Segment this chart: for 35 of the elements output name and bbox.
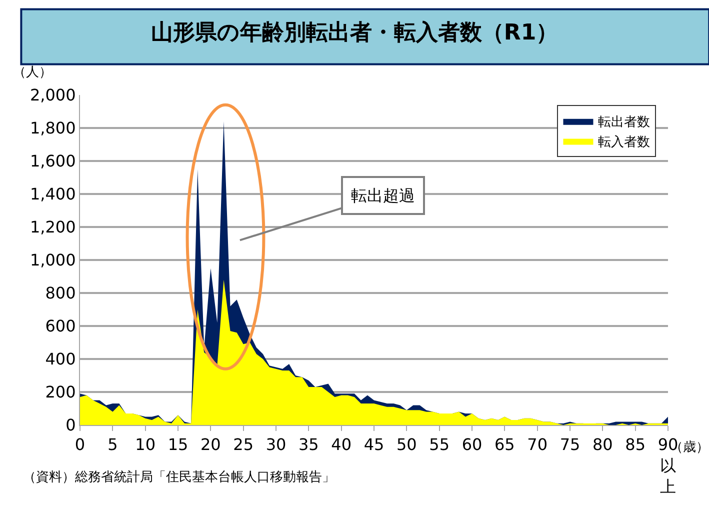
x-tick-label: 30 [266, 435, 286, 454]
x-tick-label: 25 [233, 435, 254, 454]
x-tick-label: 35 [298, 435, 319, 454]
y-tick-label: 1,200 [30, 218, 76, 237]
x-tick-label: 90以上 [658, 435, 678, 496]
x-tick-label: 55 [429, 435, 450, 454]
legend-label: 転出者数 [598, 114, 650, 130]
x-tick-label: 70 [527, 435, 548, 454]
x-tick-label: 75 [560, 435, 580, 454]
x-tick-label: 45 [364, 435, 384, 454]
annotation: 転出超過 [351, 186, 415, 205]
y-axis-title: （人） [13, 65, 52, 80]
y-tick-label: 800 [45, 284, 76, 303]
x-tick-label: 15 [168, 435, 188, 454]
y-tick-label: 2,000 [30, 86, 76, 105]
x-tick-label: 10 [135, 435, 156, 454]
x-tick-label: 65 [494, 435, 515, 454]
x-tick-label: 40 [331, 435, 352, 454]
y-tick-label: 1,800 [30, 118, 76, 138]
x-tick-label: 80 [592, 435, 613, 454]
legend-label: 転入者数 [598, 134, 650, 150]
x-tick-label: 20 [200, 435, 221, 454]
y-tick-label: 1,600 [30, 152, 76, 171]
chart-title: 山形県の年齢別転出者・転入者数（R1） [150, 20, 558, 46]
y-tick-label: 400 [45, 350, 76, 369]
y-tick-label: 1,400 [30, 184, 76, 204]
x-tick-label: 60 [462, 435, 482, 454]
x-tick-label: 5 [108, 435, 118, 454]
x-tick-label: 85 [625, 435, 646, 454]
text: （資料）総務省統計局「住民基本台帳人口移動報告」 [23, 470, 335, 485]
x-tick-label: 50 [396, 435, 417, 454]
y-tick-label: 1,000 [30, 250, 76, 270]
y-tick-label: 0 [66, 416, 76, 435]
y-tick-label: 200 [45, 382, 76, 402]
y-tick-label: 600 [45, 316, 76, 336]
